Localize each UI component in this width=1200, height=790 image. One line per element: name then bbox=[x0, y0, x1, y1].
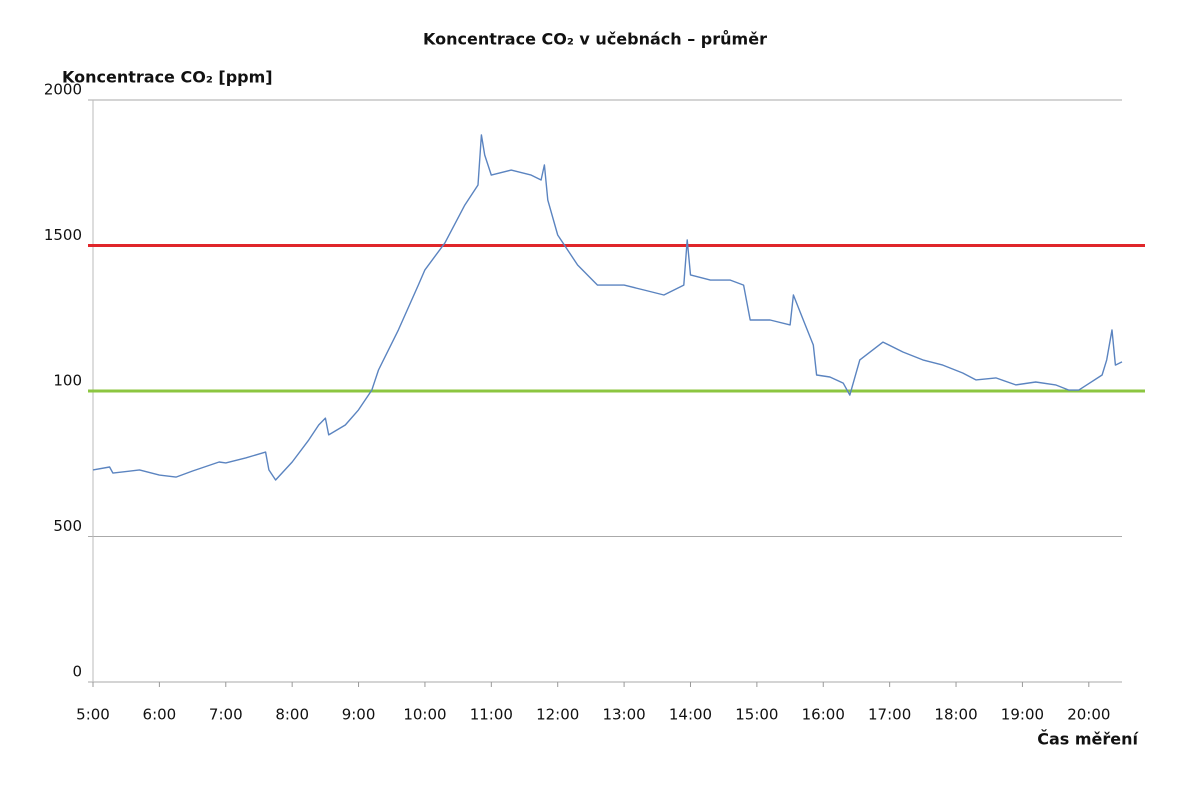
x-tick-label: 20:00 bbox=[1067, 706, 1110, 724]
y-tick-label: 0 bbox=[72, 663, 82, 681]
x-tick-label: 13:00 bbox=[602, 706, 645, 724]
x-axis-label: Čas měření bbox=[1037, 730, 1139, 749]
y-tick-label: 100 bbox=[53, 372, 82, 390]
x-tick-label: 17:00 bbox=[868, 706, 911, 724]
x-tick-label: 16:00 bbox=[802, 706, 845, 724]
y-axis-label: Koncentrace CO₂ [ppm] bbox=[62, 68, 273, 87]
x-tick-label: 11:00 bbox=[470, 706, 513, 724]
x-tick-label: 10:00 bbox=[403, 706, 446, 724]
data-line bbox=[92, 134, 1123, 481]
x-tick-label: 8:00 bbox=[275, 706, 309, 724]
x-tick-label: 6:00 bbox=[143, 706, 177, 724]
y-tick-label: 2000 bbox=[44, 81, 82, 99]
chart-title: Koncentrace CO₂ v učebnách – průměr bbox=[423, 30, 767, 49]
y-tick-label: 500 bbox=[53, 517, 82, 535]
x-tick-label: 9:00 bbox=[342, 706, 376, 724]
x-tick-label: 18:00 bbox=[934, 706, 977, 724]
x-tick-label: 5:00 bbox=[76, 706, 110, 724]
x-tick-label: 12:00 bbox=[536, 706, 579, 724]
x-tick-label: 7:00 bbox=[209, 706, 243, 724]
x-tick-label: 19:00 bbox=[1001, 706, 1044, 724]
x-tick-label: 15:00 bbox=[735, 706, 778, 724]
x-tick-label: 14:00 bbox=[669, 706, 712, 724]
y-tick-label: 1500 bbox=[44, 226, 82, 244]
